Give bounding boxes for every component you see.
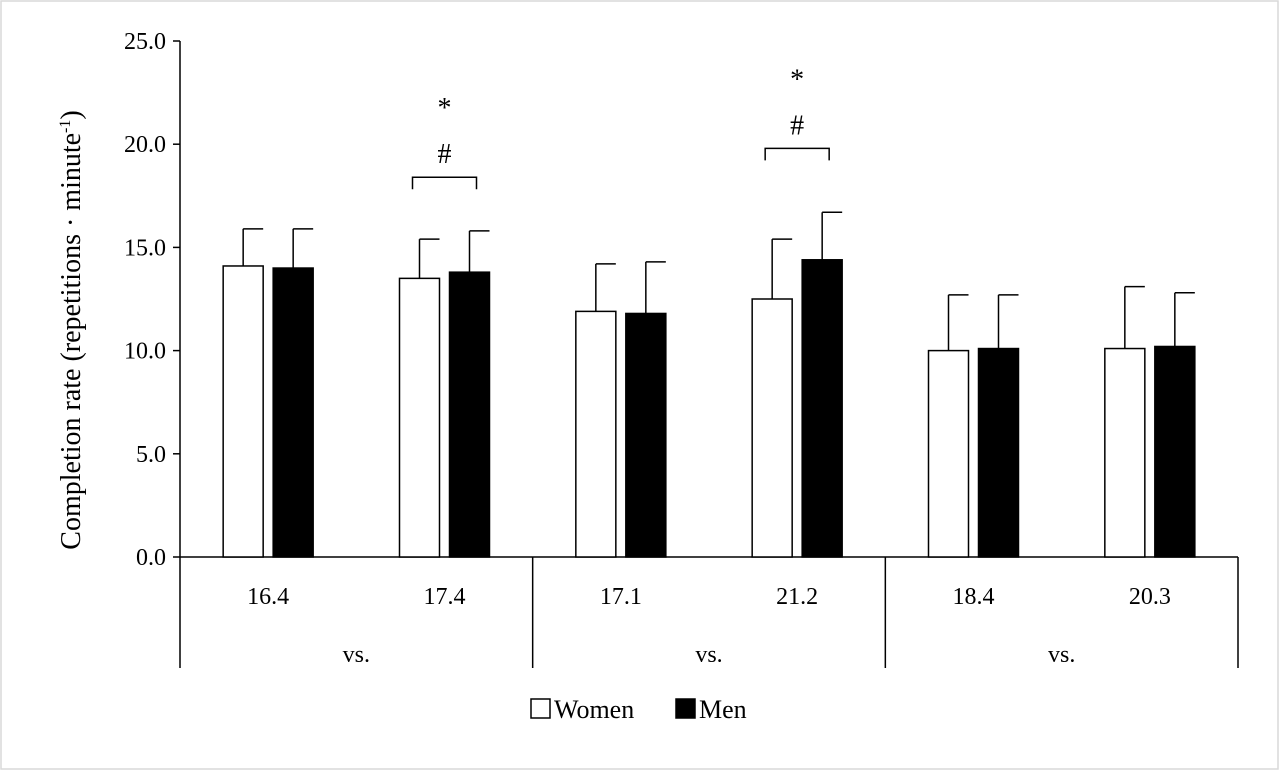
significance-bracket [411,176,478,190]
y-tick-label: 10.0 [124,339,166,365]
x-tick-label: 16.4 [247,584,289,610]
significance-bracket [764,147,830,161]
significance-annotations: # * # * [411,64,830,190]
x-tick-label: 21.2 [776,584,818,610]
bar-women [751,298,793,558]
significance-symbol: # [438,139,452,170]
y-tick-label: 25.0 [124,29,166,55]
legend-swatch-women [530,698,551,719]
significance-symbol: * [438,93,452,124]
y-tick-label: 20.0 [124,132,166,158]
y-axis-label-close: ) [56,110,87,119]
bar-women [1104,347,1146,558]
bar-men [272,267,314,558]
x-tick-label: 20.3 [1129,584,1171,610]
y-tick-label: 5.0 [136,442,166,468]
y-tick-labels: 0.0 5.0 10.0 15.0 20.0 25.0 [124,29,166,571]
bar-men [1154,345,1196,558]
x-tick-labels: 16.4 17.4 17.1 21.2 18.4 20.3 vs. vs. vs. [247,584,1171,668]
bar-women [575,310,617,558]
axes [173,40,1239,668]
group-label: vs. [343,642,370,668]
bar-women [222,265,264,558]
significance-symbol: # [790,110,804,141]
bar-men [625,312,667,558]
y-tick-label: 15.0 [124,235,166,261]
bar-women [398,277,441,558]
group-label: vs. [695,642,722,668]
x-tick-label: 18.4 [953,584,995,610]
x-tick-label: 17.4 [424,584,466,610]
y-axis-label-superscript: -1 [57,120,74,133]
bar-women [927,349,970,558]
y-axis-label: Completion rate (repetitions · minute-1) [56,110,87,549]
significance-symbol: * [790,64,804,95]
x-tick-label: 17.1 [600,584,642,610]
legend-label-women: Women [554,695,634,724]
bars [222,211,1196,558]
legend-swatch-men [675,698,696,719]
y-tick-label: 0.0 [136,545,166,571]
bar-men [448,271,491,558]
bar-men [977,347,1020,558]
y-axis-label-main: Completion rate (repetitions · minute [56,133,87,550]
legend: Women Men [530,695,747,724]
legend-label-men: Men [699,695,747,724]
bar-men [801,259,843,558]
group-label: vs. [1048,642,1075,668]
